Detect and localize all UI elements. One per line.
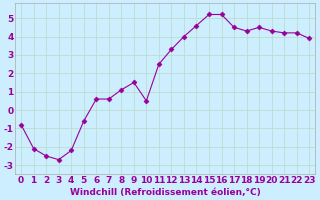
X-axis label: Windchill (Refroidissement éolien,°C): Windchill (Refroidissement éolien,°C): [70, 188, 260, 197]
